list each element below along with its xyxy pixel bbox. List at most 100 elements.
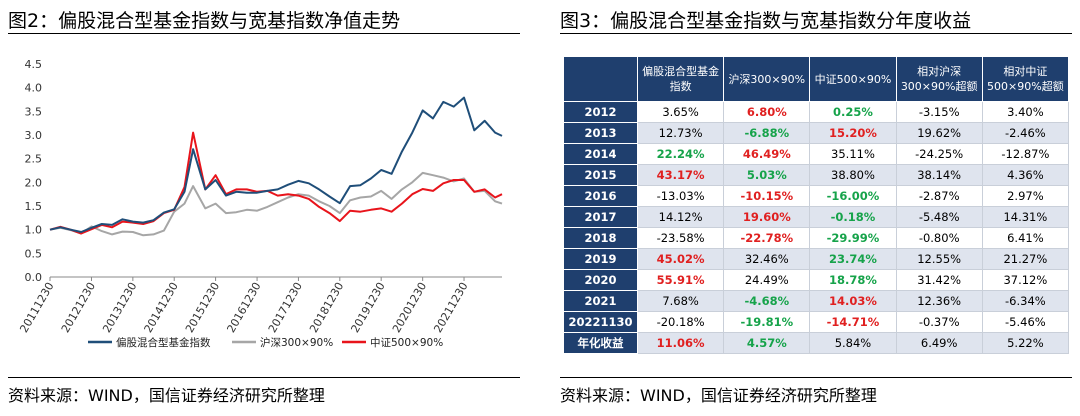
table-row: 2015 43.17% 5.03% 38.80% 38.14% 4.36%: [563, 164, 1070, 186]
x-tick-label: 20171230: [266, 280, 305, 335]
legend-zz500-label: 中证500×90%: [370, 336, 443, 349]
table-cell: -2.87%: [895, 185, 983, 207]
table-cell: -12.87%: [981, 143, 1070, 165]
table-cell: 5.84%: [809, 332, 897, 354]
left-chart-title: 图2：偏股混合型基金指数与宽基指数净值走势: [8, 10, 401, 32]
table-cell: 32.46%: [723, 248, 811, 270]
table-cell: 45.02%: [636, 248, 725, 270]
table-cell: -2.46%: [981, 122, 1070, 144]
table-cell: 7.68%: [636, 290, 725, 312]
table-cell: 37.12%: [981, 269, 1070, 291]
table-cell: -0.80%: [895, 227, 983, 249]
row-year-label: 2020: [563, 269, 638, 291]
table-cell: -19.81%: [723, 311, 811, 333]
table-row: 2017 14.12% 19.60% -0.18% -5.48% 14.31%: [563, 206, 1070, 228]
y-tick-label: 3.5: [25, 105, 43, 118]
table-cell: 43.17%: [636, 164, 725, 186]
y-tick-label: 0.0: [25, 271, 43, 284]
x-tick-label: 20111230: [17, 280, 56, 335]
table-cell: -4.68%: [723, 290, 811, 312]
table-row: 2018 -23.58% -22.78% -29.99% -0.80% 6.41%: [563, 227, 1070, 249]
row-year-label: 20221130: [563, 311, 638, 333]
table-cell: 46.49%: [723, 143, 811, 165]
table-cell: 3.40%: [981, 101, 1070, 123]
table-cell: 21.27%: [981, 248, 1070, 270]
right-source-rule: [560, 377, 1072, 378]
table-cell: -10.15%: [723, 185, 811, 207]
header-excess-hs300: 相对沪深300×90%超额: [895, 56, 983, 102]
hs300-line: [49, 171, 503, 237]
legend-fund-index-label: 偏股混合型基金指数: [116, 336, 211, 349]
table-cell: -6.88%: [723, 122, 811, 144]
row-year-label: 2013: [563, 122, 638, 144]
left-source-rule: [8, 377, 520, 378]
row-year-label: 2017: [563, 206, 638, 228]
table-cell: 4.57%: [723, 332, 811, 354]
row-year-label: 2021: [563, 290, 638, 312]
table-row: 2016 -13.03% -10.15% -16.00% -2.87% 2.97%: [563, 185, 1070, 207]
table-cell: 11.06%: [636, 332, 725, 354]
y-tick-label: 4.0: [25, 82, 43, 95]
table-row: 2020 55.91% 24.49% 18.78% 31.42% 37.12%: [563, 269, 1070, 291]
table-cell: 12.73%: [636, 122, 725, 144]
header-excess-zz500: 相对中证500×90%超额: [981, 56, 1070, 102]
table-cell: 19.60%: [723, 206, 811, 228]
legend-hs300-label: 沪深300×90%: [260, 336, 333, 349]
table-cell: 6.41%: [981, 227, 1070, 249]
table-cell: 38.14%: [895, 164, 983, 186]
table-cell: -16.00%: [809, 185, 897, 207]
table-cell: 3.65%: [636, 101, 725, 123]
x-tick-label: 20161230: [224, 280, 263, 335]
left-title-rule: [8, 33, 520, 34]
zz500-line: [49, 131, 503, 235]
table-cell: -29.99%: [809, 227, 897, 249]
table-cell: -5.46%: [981, 311, 1070, 333]
header-fund-index: 偏股混合型基金指数: [636, 56, 725, 102]
table-cell: -23.58%: [636, 227, 725, 249]
table-cell: 18.78%: [809, 269, 897, 291]
table-cell: -6.34%: [981, 290, 1070, 312]
y-tick-label: 2.5: [25, 153, 43, 166]
table-cell: 15.20%: [809, 122, 897, 144]
table-cell: 19.62%: [895, 122, 983, 144]
row-year-label: 2014: [563, 143, 638, 165]
x-tick-label: 20201230: [390, 280, 429, 335]
row-year-label: 年化收益: [563, 332, 638, 354]
table-cell: 14.31%: [981, 206, 1070, 228]
chart-legend: 偏股混合型基金指数 沪深300×90% 中证500×90%: [88, 336, 443, 349]
table-cell: 23.74%: [809, 248, 897, 270]
table-cell: 4.36%: [981, 164, 1070, 186]
table-cell: 55.91%: [636, 269, 725, 291]
x-tick-label: 20141230: [142, 280, 181, 335]
y-tick-label: 1.5: [25, 200, 43, 213]
right-chart-title: 图3：偏股混合型基金指数与宽基指数分年度收益: [560, 10, 972, 32]
table-cell: 6.49%: [895, 332, 983, 354]
x-tick-label: 20131230: [100, 280, 139, 335]
x-tick-label: 20211230: [431, 280, 470, 335]
table-cell: 22.24%: [636, 143, 725, 165]
row-year-label: 2015: [563, 164, 638, 186]
y-tick-label: 0.5: [25, 247, 43, 260]
table-row: 2012 3.65% 6.80% 0.25% -3.15% 3.40%: [563, 101, 1070, 123]
table-cell: -0.37%: [895, 311, 983, 333]
table-cell: -24.25%: [895, 143, 983, 165]
chart-lines: [49, 96, 503, 237]
row-year-label: 2016: [563, 185, 638, 207]
header-corner: [563, 56, 638, 102]
row-year-label: 2012: [563, 101, 638, 123]
table-cell: 5.03%: [723, 164, 811, 186]
x-tick-label: 20151230: [183, 280, 222, 335]
y-tick-label: 3.0: [25, 129, 43, 142]
table-cell: 38.80%: [809, 164, 897, 186]
header-hs300: 沪深300×90%: [723, 56, 811, 102]
x-tick-label: 20121230: [59, 280, 98, 335]
table-cell: 6.80%: [723, 101, 811, 123]
table-cell: 24.49%: [723, 269, 811, 291]
right-title-rule: [560, 33, 1072, 34]
table-header-row: 偏股混合型基金指数 沪深300×90% 中证500×90% 相对沪深300×90…: [563, 56, 1070, 102]
table-row: 2021 7.68% -4.68% 14.03% 12.36% -6.34%: [563, 290, 1070, 312]
y-tick-label: 1.0: [25, 224, 43, 237]
table-cell: 31.42%: [895, 269, 983, 291]
table-cell: -5.48%: [895, 206, 983, 228]
table-cell: 35.11%: [809, 143, 897, 165]
